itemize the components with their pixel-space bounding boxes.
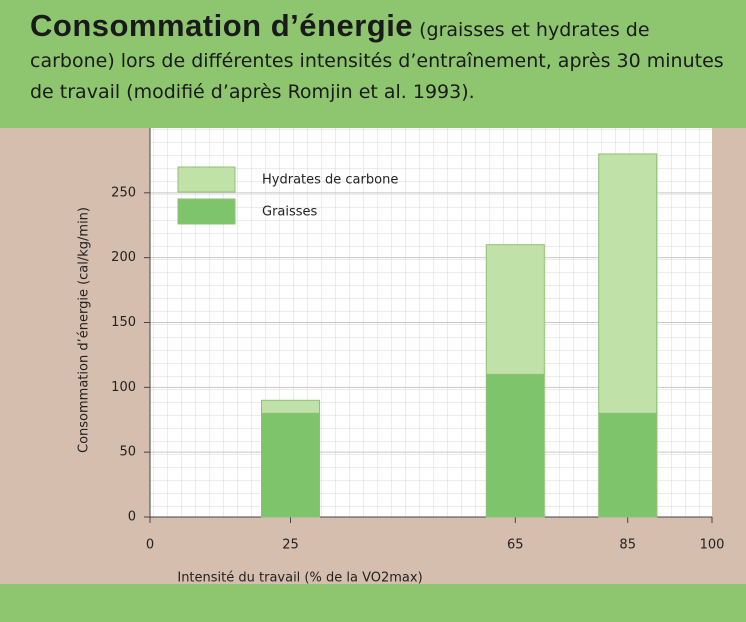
chart-subtitle: (graisses et hydrates de carbone) lors d… (30, 19, 724, 103)
bar-segment (261, 399, 320, 414)
x-tick-label: 100 (700, 538, 725, 553)
bar-segment (485, 244, 545, 375)
y-tick-label: 200 (111, 250, 136, 265)
legend-label: Graisses (262, 205, 318, 220)
legend-label: Hydrates de carbone (262, 173, 398, 188)
header: Consommation d’énergie (graisses et hydr… (0, 0, 746, 128)
y-tick-label: 250 (111, 185, 136, 200)
legend-swatch (177, 198, 236, 225)
bar-segment (485, 373, 545, 518)
x-tick-label: 25 (282, 538, 299, 553)
x-axis-label: Intensité du travail (% de la VO2max) (177, 571, 422, 586)
y-tick-label: 100 (111, 380, 136, 395)
y-tick-label: 50 (119, 445, 136, 460)
chart-title: Consommation d’énergie (30, 8, 414, 43)
y-axis-label: Consommation d’énergie (cal/kg/min) (77, 207, 92, 453)
y-tick-label: 0 (128, 510, 136, 525)
bar-segment (261, 412, 320, 518)
bar-segment (598, 412, 658, 518)
y-tick-label: 150 (111, 315, 136, 330)
x-tick-label: 85 (619, 538, 636, 553)
x-tick-label: 65 (507, 538, 524, 553)
x-tick-label: 0 (146, 538, 154, 553)
bar-segment (598, 153, 658, 414)
legend-swatch (177, 166, 236, 193)
footer-band (0, 584, 746, 622)
